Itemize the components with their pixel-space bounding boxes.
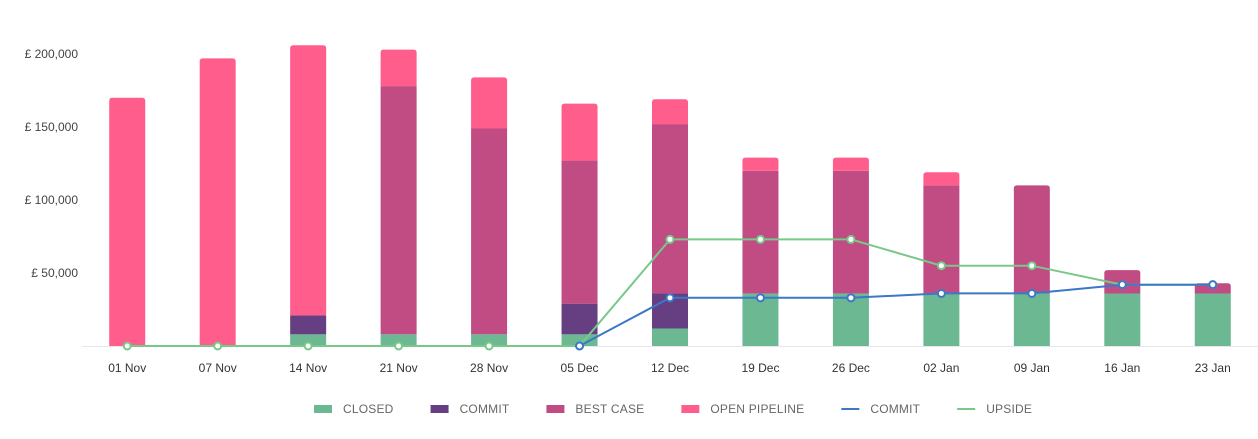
legend-swatch-closed	[314, 405, 332, 413]
y-tick-label: £ 50,000	[31, 266, 78, 280]
legend-item-commit: COMMIT	[841, 402, 920, 416]
bar-segment-best-case	[380, 86, 417, 335]
line-series-group	[122, 234, 1218, 351]
bar-segment-closed	[561, 334, 598, 346]
bar-segment-best-case	[832, 170, 869, 294]
x-axis: 01 Nov 07 Nov 14 Nov 21 Nov 28 Nov 05 Dec 12 D…	[108, 361, 1231, 375]
line-point-commit	[665, 293, 675, 303]
legend-item-best-case: BEST CASE	[546, 402, 644, 416]
legend-item-closed: CLOSED	[314, 402, 394, 416]
line-point-commit	[1208, 280, 1218, 290]
bar-segment-closed	[652, 328, 688, 346]
y-axis: £ 50,000 £ 100,000 £ 150,000 £ 200,000	[25, 47, 79, 280]
x-tick-label: 09 Jan	[1014, 361, 1050, 375]
bar-segment-closed	[923, 293, 960, 346]
x-tick-label: 21 Nov	[380, 361, 418, 375]
bar-segment-best-case	[923, 185, 960, 294]
x-tick-label: 23 Jan	[1195, 361, 1231, 375]
bar-segment-best-case	[471, 128, 508, 335]
line-point-commit	[1027, 288, 1037, 298]
line-point-commit	[1117, 280, 1127, 290]
legend-label: COMMIT	[460, 402, 510, 416]
line-point-commit	[936, 288, 946, 298]
bar-segment-open-pipeline	[199, 58, 236, 346]
line-series-commit	[579, 283, 1213, 347]
line-point-upside	[122, 341, 132, 351]
bar-segment-closed	[1013, 293, 1050, 346]
y-tick-label: £ 100,000	[25, 193, 79, 207]
bar-segment-closed	[1104, 293, 1141, 346]
x-tick-label: 26 Dec	[832, 361, 870, 375]
legend-item-open-pipeline: OPEN PIPELINE	[681, 402, 804, 416]
bar-segment-best-case	[1013, 185, 1050, 294]
line-point-upside	[484, 341, 494, 351]
bar-segment-open-pipeline	[290, 45, 327, 316]
x-tick-label: 05 Dec	[561, 361, 599, 375]
legend-item-upside: UPSIDE	[957, 402, 1032, 416]
line-point-upside	[755, 234, 765, 244]
legend-swatch-best-case	[546, 405, 565, 413]
line-point-upside	[213, 341, 223, 351]
y-tick-label: £ 200,000	[25, 47, 79, 61]
legend-label: COMMIT	[870, 402, 920, 416]
legend-label: OPEN PIPELINE	[710, 402, 804, 416]
line-point-upside	[394, 341, 404, 351]
x-tick-label: 12 Dec	[651, 361, 689, 375]
bar-segment-closed	[471, 334, 508, 346]
x-tick-label: 16 Jan	[1104, 361, 1140, 375]
bar-segment-open-pipeline	[561, 103, 598, 161]
bar-segment-open-pipeline	[742, 157, 779, 171]
bar-segment-open-pipeline	[923, 172, 960, 186]
x-tick-label: 07 Nov	[199, 361, 237, 375]
legend-swatch-commit	[430, 405, 449, 413]
line-point-upside	[303, 341, 313, 351]
bar-segment-commit	[290, 315, 327, 335]
bar-segment-closed	[380, 334, 417, 346]
y-tick-label: £ 150,000	[25, 120, 79, 134]
bar-segment-open-pipeline	[471, 77, 508, 129]
bar-segment-best-case	[652, 124, 688, 294]
line-point-upside	[846, 234, 856, 244]
bar-segment-closed	[290, 334, 327, 346]
legend-label: BEST CASE	[575, 402, 644, 416]
line-point-commit	[846, 293, 856, 303]
line-point-upside	[936, 261, 946, 271]
bar-segment-open-pipeline	[109, 97, 146, 346]
bar-segment-best-case	[561, 160, 598, 304]
legend-label: UPSIDE	[986, 402, 1032, 416]
legend-label: CLOSED	[343, 402, 394, 416]
bar-segment-open-pipeline	[652, 99, 688, 125]
bar-segment-closed	[1194, 293, 1231, 346]
x-tick-label: 28 Nov	[470, 361, 508, 375]
x-tick-label: 01 Nov	[108, 361, 146, 375]
legend: CLOSED COMMIT BEST CASE OPEN PIPELINE COMMIT…	[314, 402, 1032, 416]
x-tick-label: 02 Jan	[923, 361, 959, 375]
legend-item-commit: COMMIT	[430, 402, 510, 416]
bar-segment-commit	[561, 303, 598, 335]
line-point-commit	[575, 341, 585, 351]
x-tick-label: 14 Nov	[289, 361, 327, 375]
bar-segment-open-pipeline	[832, 157, 869, 171]
bar-segment-open-pipeline	[380, 49, 417, 87]
line-point-commit	[755, 293, 765, 303]
x-tick-label: 19 Dec	[741, 361, 779, 375]
bar-segment-best-case	[742, 170, 779, 294]
legend-swatch-open-pipeline	[681, 405, 700, 413]
line-point-upside	[665, 234, 675, 244]
bar-series-group	[109, 45, 1231, 346]
line-point-upside	[1027, 261, 1037, 271]
